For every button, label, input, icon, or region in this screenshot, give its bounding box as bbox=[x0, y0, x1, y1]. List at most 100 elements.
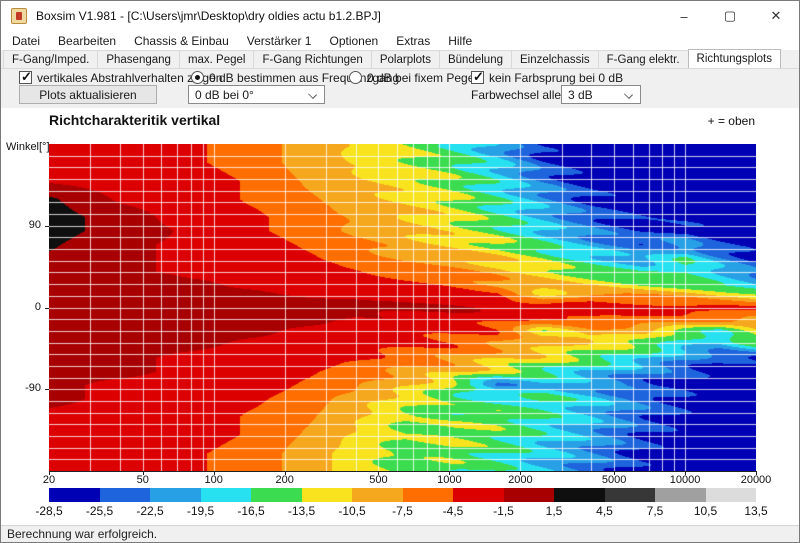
menu-item-datei[interactable]: Datei bbox=[12, 33, 41, 48]
colorbar-segment bbox=[402, 488, 453, 502]
x-tick-label: 1000 bbox=[437, 474, 462, 486]
menu-item-extras[interactable]: Extras bbox=[396, 33, 431, 48]
menu-bar: Datei Bearbeiten Chassis & Einbau Verstärke… bbox=[1, 31, 799, 50]
x-tick-mark bbox=[685, 471, 686, 475]
app-icon bbox=[11, 8, 27, 24]
tab-richtungsplots[interactable]: Richtungsplots bbox=[687, 49, 781, 68]
status-text: Berechnung war erfolgreich. bbox=[7, 527, 158, 541]
colorbar-segment bbox=[655, 488, 706, 502]
x-tick-label: 50 bbox=[136, 474, 149, 486]
colorbar-label: -22,5 bbox=[136, 504, 164, 518]
colorbar-segment bbox=[352, 488, 403, 502]
close-button[interactable]: ✕ bbox=[770, 8, 782, 23]
menu-item-bearbeiten[interactable]: Bearbeiten bbox=[58, 33, 117, 48]
color-step-value: 3 dB bbox=[568, 87, 593, 102]
x-tick-mark bbox=[449, 471, 450, 475]
colorbar-label: -19,5 bbox=[186, 504, 215, 518]
update-plots-button[interactable]: Plots aktualisieren bbox=[19, 85, 157, 104]
tab-f-gang-elektr[interactable]: F-Gang elektr. bbox=[597, 50, 689, 68]
menu-item-verst-rker-1[interactable]: Verstärker 1 bbox=[246, 33, 312, 48]
y-tick-label: 0 bbox=[34, 300, 41, 313]
colorbar-segment bbox=[251, 488, 302, 502]
y-tick-label: -90 bbox=[25, 382, 41, 395]
x-tick-label: 100 bbox=[204, 474, 223, 486]
x-tick-label: 20 bbox=[42, 474, 56, 486]
colorbar-label: 1,5 bbox=[545, 504, 563, 518]
y-axis-label: Winkel[°] bbox=[6, 141, 50, 153]
colorbar-label: 7,5 bbox=[646, 504, 664, 518]
tab-f-gang-richtungen[interactable]: F-Gang Richtungen bbox=[253, 50, 372, 68]
colorbar-label: 10,5 bbox=[693, 504, 718, 518]
y-tick-mark bbox=[45, 308, 49, 309]
check-icon: ✓ bbox=[21, 69, 32, 84]
tab-max-pegel[interactable]: max. Pegel bbox=[178, 50, 255, 68]
menu-item-optionen[interactable]: Optionen bbox=[329, 33, 379, 48]
colorbar-label: 4,5 bbox=[596, 504, 613, 518]
show-vertical-checkbox[interactable]: ✓ bbox=[19, 69, 32, 84]
tab-phasengang[interactable]: Phasengang bbox=[97, 50, 180, 68]
colorbar-label: 13,5 bbox=[744, 504, 768, 518]
chart-title: Richtcharakteritik vertikal bbox=[49, 112, 221, 128]
colorbar-segment bbox=[705, 488, 756, 502]
colorbar-label: -10,5 bbox=[338, 504, 366, 518]
x-tick-mark bbox=[49, 471, 50, 475]
tab-b-ndelung[interactable]: Bündelung bbox=[438, 50, 512, 68]
x-tick-label: 2000 bbox=[508, 474, 533, 486]
colorbar-label: -4,5 bbox=[442, 504, 464, 518]
minimize-button[interactable]: – bbox=[680, 8, 688, 24]
menu-item-hilfe[interactable]: Hilfe bbox=[448, 33, 473, 48]
colorbar-label: -7,5 bbox=[392, 504, 413, 518]
status-bar: Berechnung war erfolgreich. bbox=[1, 525, 799, 542]
x-tick-label: 5000 bbox=[601, 474, 627, 486]
colorbar-segment bbox=[301, 488, 352, 502]
tab-f-gang-imped[interactable]: F-Gang/Imped. bbox=[3, 50, 99, 68]
colorbar-segment bbox=[503, 488, 554, 502]
x-tick-mark bbox=[756, 471, 757, 475]
x-tick-mark bbox=[614, 471, 615, 475]
x-tick-mark bbox=[378, 471, 379, 475]
x-tick-label: 200 bbox=[275, 474, 294, 486]
show-vertical-label: vertikales Abstrahlverhalten zeigen bbox=[37, 71, 223, 85]
x-tick-mark bbox=[143, 471, 144, 475]
color-step-select[interactable]: 3 dB bbox=[561, 85, 641, 104]
directivity-heatmap bbox=[49, 144, 756, 471]
tab-bar: F-Gang/Imped. Phasengang max. Pegel F-Gang … bbox=[1, 49, 799, 69]
db-fixed-radio[interactable] bbox=[349, 71, 362, 84]
orientation-note: + = oben bbox=[707, 114, 755, 128]
menu-item-chassis-einbau[interactable]: Chassis & Einbau bbox=[134, 33, 229, 48]
window-title: Boxsim V1.981 - [C:\Users\jmr\Desktop\dr… bbox=[36, 9, 381, 23]
db-reference-value: 0 dB bei 0° bbox=[195, 87, 254, 102]
check-icon: ✓ bbox=[473, 69, 484, 84]
radio-dot-icon bbox=[195, 75, 200, 80]
colorbar-segment bbox=[200, 488, 251, 502]
colorbar-label: -25,5 bbox=[85, 504, 114, 518]
color-scale-bar bbox=[49, 488, 756, 502]
title-bar: Boxsim V1.981 - [C:\Users\jmr\Desktop\dr… bbox=[1, 1, 799, 31]
colorbar-label: -28,5 bbox=[35, 504, 63, 518]
tab-einzelchassis[interactable]: Einzelchassis bbox=[510, 50, 599, 68]
x-tick-label: 500 bbox=[369, 474, 388, 486]
chevron-down-icon bbox=[308, 90, 317, 99]
x-tick-label: 10000 bbox=[669, 474, 701, 486]
colorbar-segment bbox=[99, 488, 150, 502]
maximize-button[interactable]: ▢ bbox=[723, 8, 737, 23]
colorbar-segment bbox=[554, 488, 605, 502]
y-tick-mark bbox=[45, 226, 49, 227]
tab-polarplots[interactable]: Polarplots bbox=[370, 50, 440, 68]
colorbar-label: -13,5 bbox=[287, 504, 316, 518]
colorbar-label: -16,5 bbox=[237, 504, 265, 518]
no-color-jump-checkbox[interactable]: ✓ bbox=[471, 69, 484, 84]
y-tick-label: 90 bbox=[28, 218, 41, 231]
colorbar-segment bbox=[49, 488, 100, 502]
colorbar-segment bbox=[604, 488, 655, 502]
x-axis-line bbox=[49, 471, 757, 472]
db-from-response-radio[interactable] bbox=[191, 71, 204, 84]
db-reference-select[interactable]: 0 dB bei 0° bbox=[188, 85, 325, 104]
color-step-label: Farbwechsel alle bbox=[471, 88, 562, 102]
y-tick-mark bbox=[45, 389, 49, 390]
x-tick-mark bbox=[520, 471, 521, 475]
db-fixed-label: 0 dB bei fixem Pegel bbox=[367, 71, 478, 85]
colorbar-label: -1,5 bbox=[493, 504, 514, 518]
colorbar-segment bbox=[150, 488, 201, 502]
